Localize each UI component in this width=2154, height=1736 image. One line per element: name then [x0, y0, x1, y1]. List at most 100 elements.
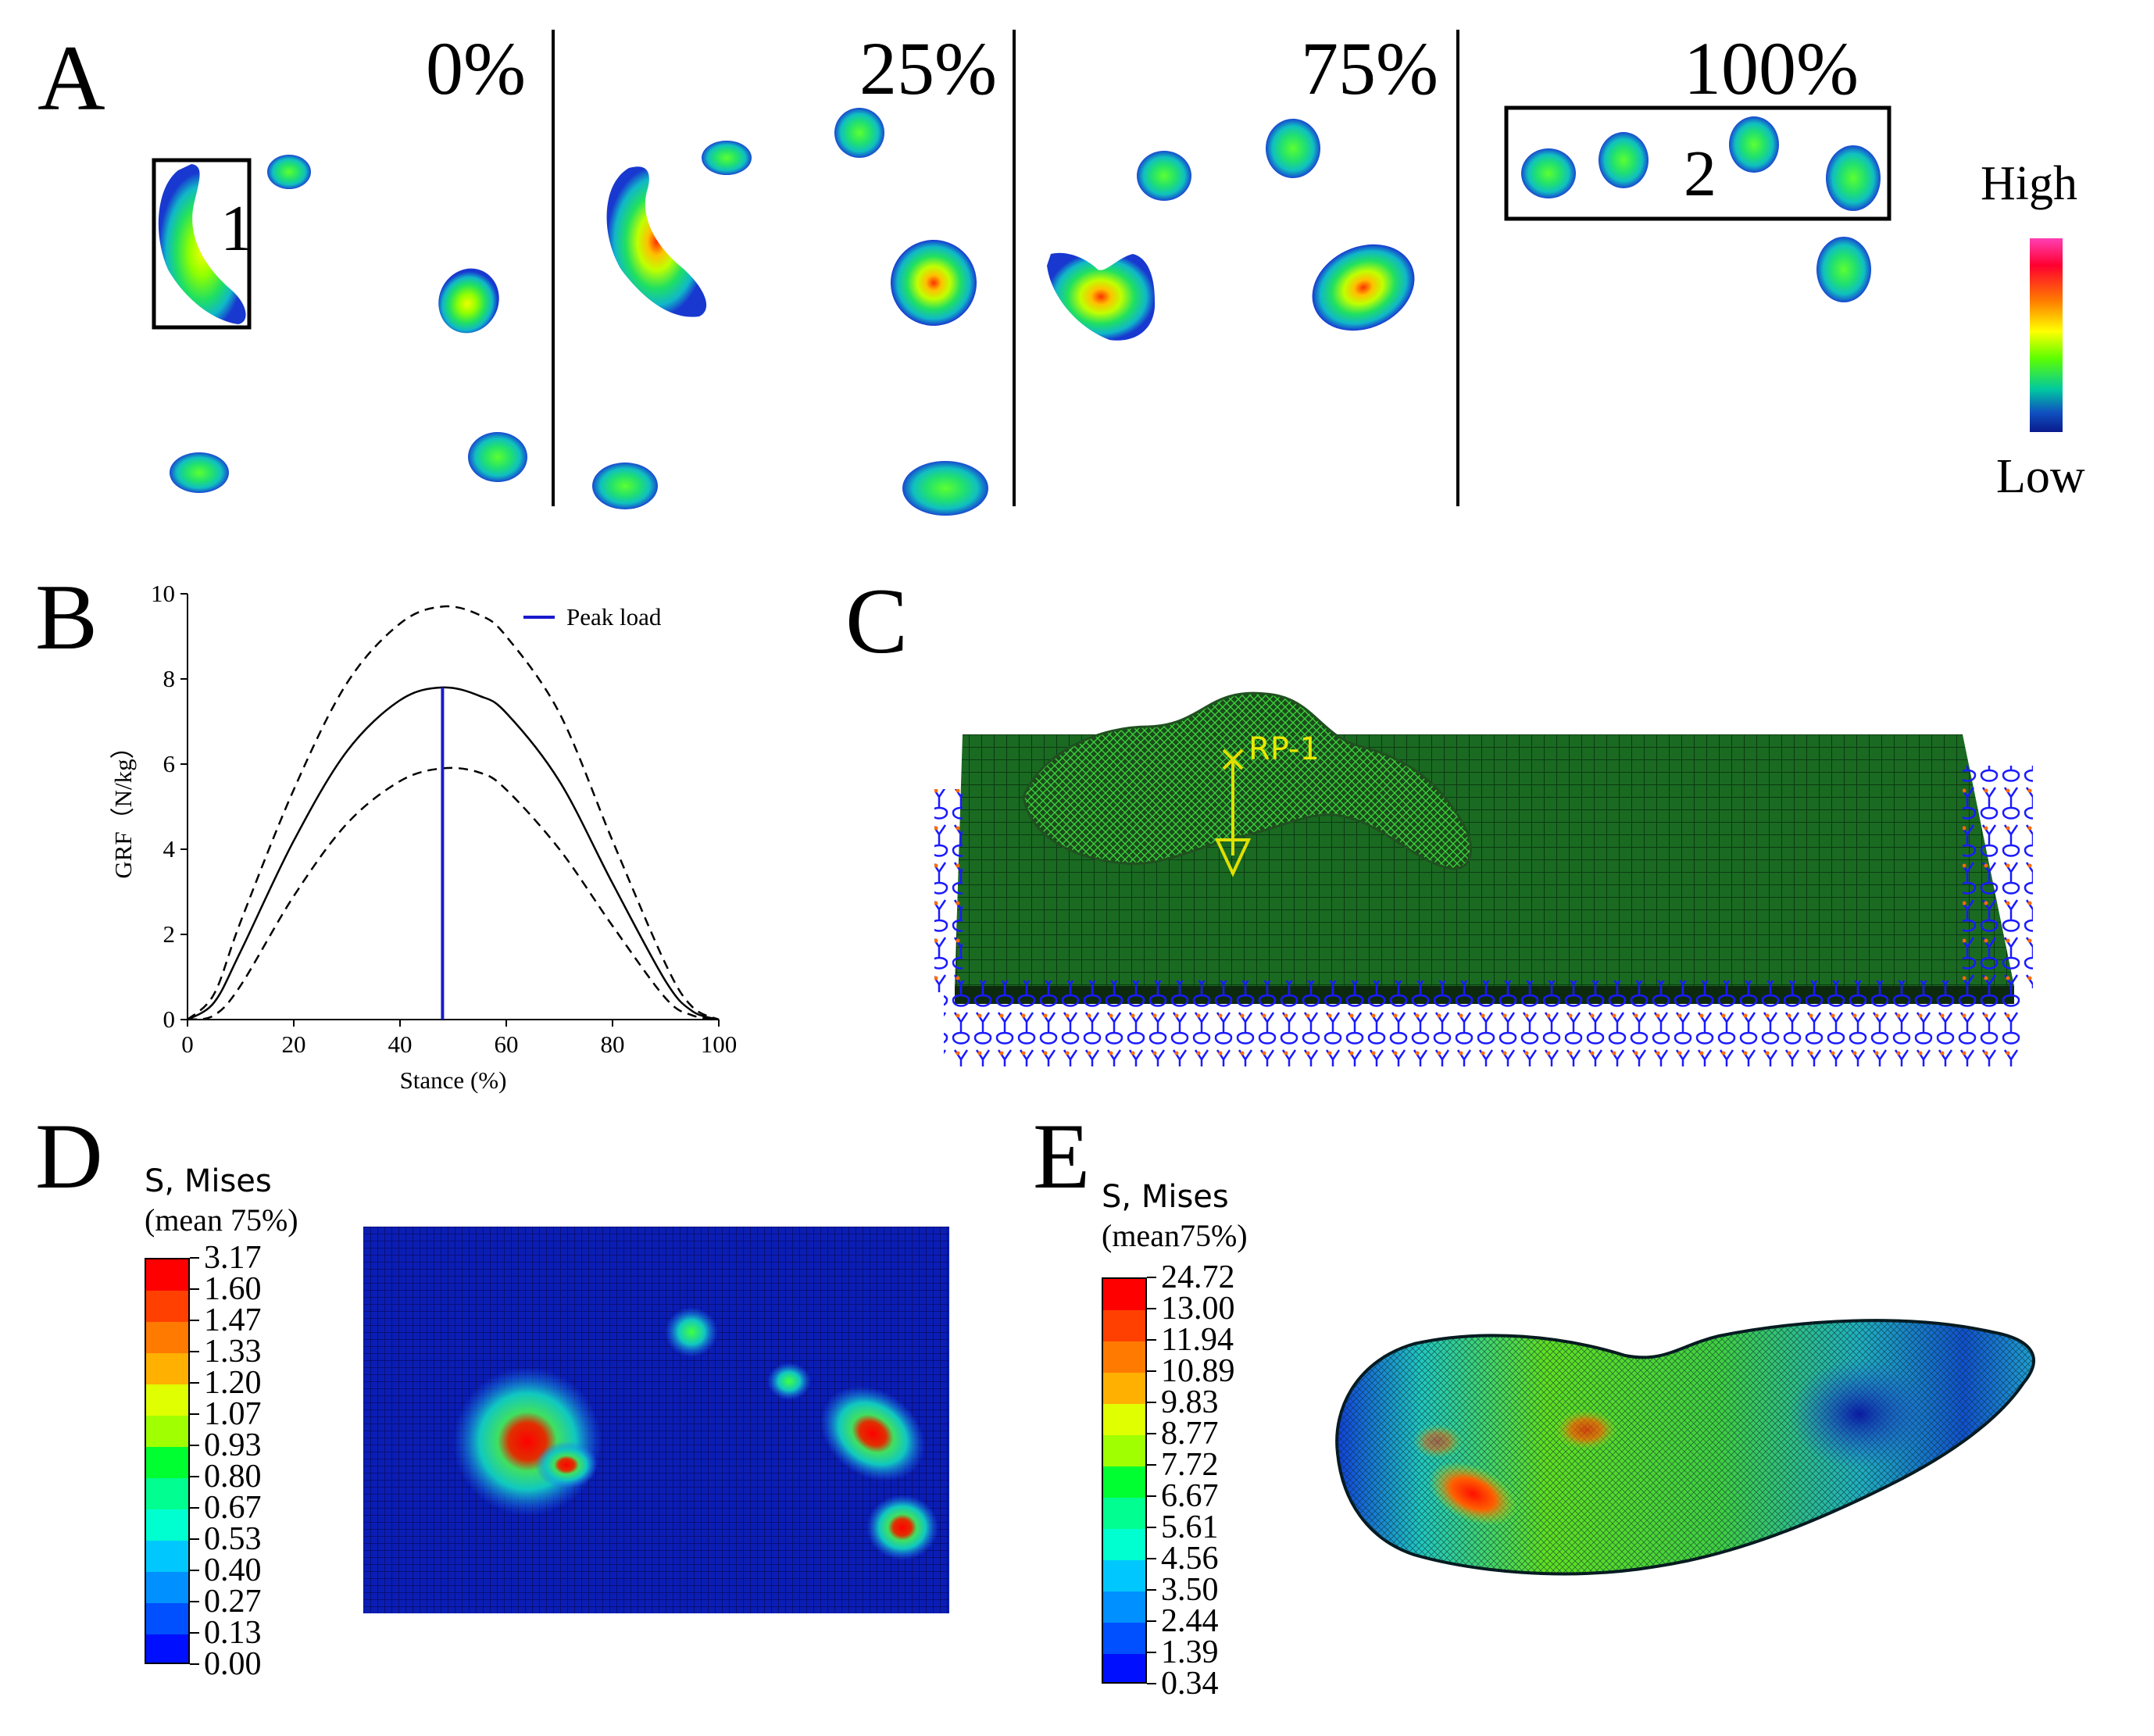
- scale-tick: [190, 1601, 199, 1602]
- scale-value: 7.72: [1161, 1447, 1219, 1483]
- y-tick-label: 6: [163, 750, 176, 777]
- scale-segment: [146, 1416, 188, 1447]
- y-tick-label: 2: [163, 920, 176, 948]
- footprint: [1729, 116, 1779, 173]
- scale-segment: [1103, 1623, 1145, 1654]
- boundary-conditions: [1963, 766, 2033, 988]
- scale-value: 11.94: [1161, 1322, 1234, 1358]
- scale-tick: [1147, 1433, 1156, 1434]
- scale-segment: [1103, 1529, 1145, 1560]
- scale-tick: [1147, 1495, 1156, 1497]
- scale-tick: [190, 1570, 199, 1571]
- x-tick-label: 60: [495, 1031, 519, 1058]
- stress-hotspot: [820, 1385, 925, 1482]
- region-box-2-label: 2: [1684, 138, 1716, 210]
- legend-d-title: S, Mises: [145, 1163, 272, 1199]
- scale-value: 1.33: [204, 1334, 262, 1370]
- phase-label-0: 0%: [426, 27, 526, 110]
- scale-value: 0.27: [204, 1584, 262, 1620]
- scale-tick: [1147, 1308, 1156, 1309]
- panel-e-letter: E: [1033, 1104, 1091, 1208]
- scale-value: 6.67: [1161, 1478, 1219, 1514]
- y-tick-label: 4: [163, 835, 176, 863]
- footprint: [1137, 151, 1191, 201]
- x-tick-label: 0: [181, 1031, 194, 1058]
- scale-value: 0.40: [204, 1552, 262, 1588]
- scale-segment: [146, 1353, 188, 1384]
- bone-stress-hotspot: [1428, 1462, 1517, 1526]
- scale-segment: [1103, 1373, 1145, 1404]
- scale-tick: [190, 1413, 199, 1415]
- scale-segment: [1103, 1498, 1145, 1529]
- scale-segment: [1103, 1560, 1145, 1591]
- scale-value: 10.89: [1161, 1353, 1235, 1389]
- panel-a-letter: A: [38, 26, 105, 130]
- scale-tick: [190, 1320, 199, 1321]
- stress-hotspot: [767, 1363, 811, 1400]
- legend-label: Peak load: [566, 603, 662, 630]
- scale-segment: [1103, 1279, 1145, 1310]
- scale-value: 1.60: [204, 1271, 262, 1307]
- scale-value: 0.53: [204, 1521, 262, 1557]
- scale-tick: [190, 1507, 199, 1509]
- scale-bar: [1102, 1277, 1147, 1684]
- scale-tick: [190, 1351, 199, 1352]
- region-box-1: [152, 158, 252, 330]
- footprint: [1047, 252, 1156, 341]
- scale-segment: [1103, 1466, 1145, 1498]
- footprint: [1599, 132, 1649, 188]
- footprint: [468, 432, 527, 482]
- phase-label-25: 25%: [859, 27, 997, 110]
- scale-tick: [190, 1538, 199, 1540]
- scale-tick: [190, 1663, 199, 1665]
- footprint: [1826, 145, 1881, 211]
- bone-low-stress-area: [1789, 1359, 1930, 1469]
- scale-value: 1.20: [204, 1365, 262, 1401]
- scale-tick: [1147, 1620, 1156, 1622]
- scale-tick: [190, 1632, 199, 1634]
- bone-stress-hotspot: [1413, 1424, 1463, 1459]
- scale-segment: [1103, 1591, 1145, 1623]
- region-box-1-label: 1: [220, 192, 253, 265]
- scale-value: 4.56: [1161, 1541, 1219, 1577]
- footprint: [834, 108, 884, 158]
- scale-value: 1.07: [204, 1396, 262, 1432]
- boundary-conditions: [934, 789, 963, 992]
- y-tick-label: 8: [163, 665, 176, 692]
- scale-bar: [145, 1258, 190, 1664]
- region-box-2: [1504, 105, 1891, 221]
- pressure-footprints: 1 2: [152, 30, 2085, 516]
- scale-segment: [1103, 1435, 1145, 1466]
- scale-value: 3.50: [1161, 1572, 1219, 1608]
- scale-tick: [1147, 1339, 1156, 1341]
- phase-label-100: 100%: [1684, 27, 1859, 110]
- scale-segment: [146, 1478, 188, 1509]
- footprint: [902, 461, 988, 516]
- scale-tick: [1147, 1402, 1156, 1403]
- grf-chart: 0 20 40 60 80 100 0 2 4 6 8 10 Stance (%) GRF（N/kg） Pe…: [109, 580, 738, 1094]
- plate-stress-map: [363, 1227, 949, 1613]
- scale-segment: [146, 1509, 188, 1541]
- scale-tick: [1147, 1370, 1156, 1372]
- fe-model-mesh: RP-1: [934, 691, 2033, 1066]
- series-line-mean: [187, 686, 720, 1021]
- phase-label-75: 75%: [1301, 27, 1438, 110]
- scale-tick: [1147, 1589, 1156, 1591]
- footprint: [702, 141, 752, 175]
- footprint: [158, 164, 246, 324]
- panel-b-letter: B: [35, 565, 98, 669]
- panel-c-letter: C: [845, 569, 909, 673]
- legend-e-title: S, Mises: [1102, 1179, 1229, 1215]
- scale-value: 1.39: [1161, 1634, 1219, 1670]
- series-line-upper: [187, 605, 720, 1021]
- scale-segment: [1103, 1654, 1145, 1682]
- scale-value: 0.93: [204, 1427, 262, 1463]
- scale-segment: [1103, 1310, 1145, 1341]
- scale-tick: [1147, 1464, 1156, 1466]
- x-tick-label: 100: [701, 1031, 738, 1058]
- legend-e-subtitle: (mean75%): [1102, 1218, 1248, 1253]
- scale-tick: [190, 1445, 199, 1446]
- scale-segment: [1103, 1404, 1145, 1435]
- x-axis-label: Stance (%): [400, 1066, 507, 1094]
- footprint: [1816, 237, 1871, 302]
